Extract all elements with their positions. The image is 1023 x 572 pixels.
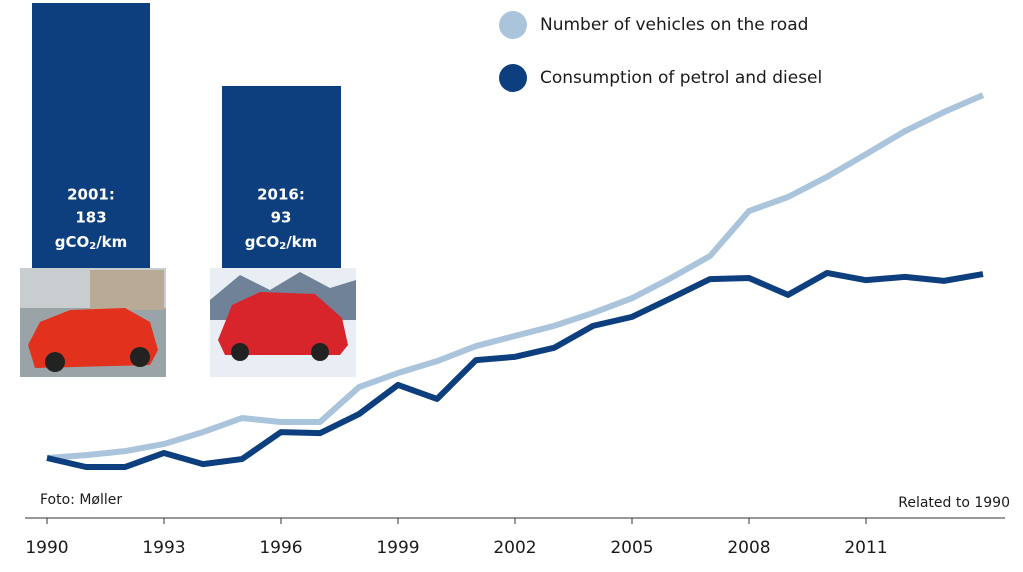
x-tick-label: 1999: [376, 538, 419, 558]
legend-label: Number of vehicles on the road: [540, 15, 808, 35]
series-line: [46, 269, 984, 470]
box-unit: gCO2/km: [245, 233, 318, 253]
info-box: [222, 86, 341, 268]
box-value: 93: [271, 209, 292, 227]
x-tick-label: 2002: [493, 538, 536, 558]
legend-marker: [499, 64, 527, 92]
info-box: [32, 3, 150, 268]
photo-credit: Foto: Møller: [40, 492, 122, 508]
series-line: [46, 92, 985, 461]
x-tick-label: 1993: [142, 538, 185, 558]
baseline-note: Related to 1990: [898, 495, 1010, 511]
x-tick-label: 2008: [727, 538, 770, 558]
legend-label: Consumption of petrol and diesel: [540, 68, 822, 88]
unit-sub: 2: [279, 241, 286, 252]
unit: /km: [96, 233, 127, 251]
unit-sub: 2: [89, 241, 96, 252]
x-tick-label: 2011: [844, 538, 887, 558]
x-tick-label: 1996: [259, 538, 302, 558]
box-value: 183: [75, 209, 106, 227]
photo: [210, 268, 356, 377]
photo: [20, 268, 166, 377]
x-tick-label: 1990: [25, 538, 68, 558]
unit: /km: [286, 233, 317, 251]
unit: gCO: [245, 233, 280, 251]
legend-marker: [499, 11, 527, 39]
box-year: 2016:: [257, 186, 305, 204]
box-unit: gCO2/km: [55, 233, 128, 253]
box-year: 2001:: [67, 186, 115, 204]
unit: gCO: [55, 233, 90, 251]
x-tick-label: 2005: [610, 538, 653, 558]
